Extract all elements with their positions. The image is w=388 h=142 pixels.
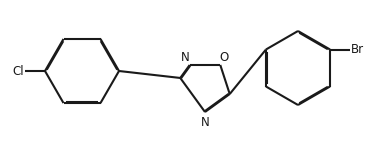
Text: O: O xyxy=(220,51,229,64)
Text: Cl: Cl xyxy=(12,64,24,78)
Text: Br: Br xyxy=(351,43,364,56)
Text: N: N xyxy=(181,51,190,64)
Text: N: N xyxy=(201,116,210,129)
